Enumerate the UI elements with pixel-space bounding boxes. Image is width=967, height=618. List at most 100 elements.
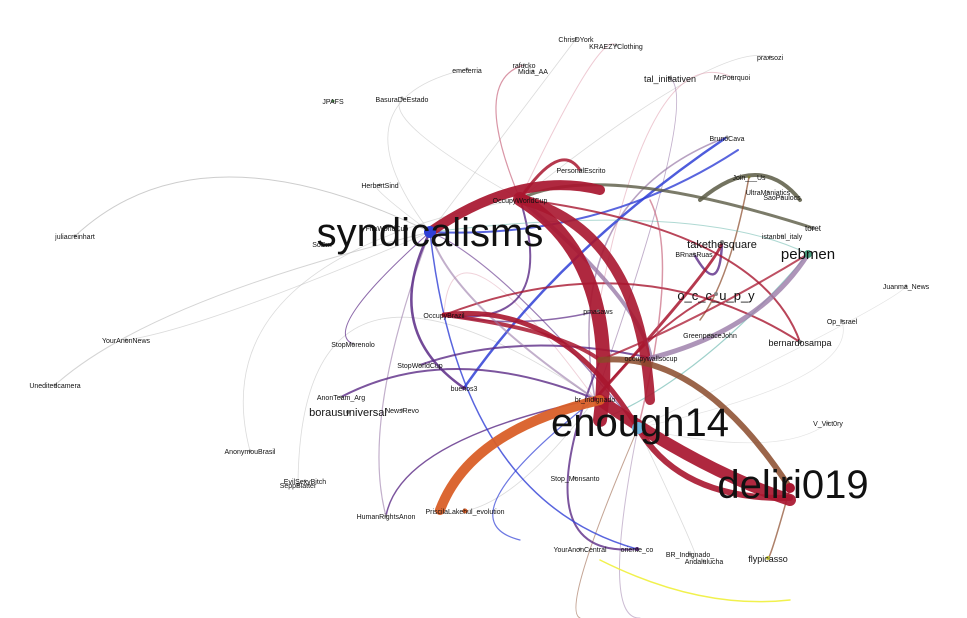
node-label-NewsRevo: NewsRevo: [385, 408, 419, 415]
node-dot-StopWorldCup[interactable]: [418, 363, 422, 367]
node-dot-YourAnonCentral[interactable]: [578, 547, 582, 551]
node-label-juliacreinhart: juliacreinhart: [54, 234, 95, 241]
node-label-BrunoCava: BrunoCava: [709, 136, 744, 143]
node-label-takethesquare: takethesquare: [687, 239, 757, 251]
node-dot-UltraManiatics[interactable]: [766, 190, 770, 194]
edge-9: [637, 320, 844, 429]
node-dot-MrPourquoi[interactable]: [730, 75, 734, 79]
node-dot-oriente_co[interactable]: [635, 547, 639, 551]
node-label-YourAnonNews: YourAnonNews: [102, 338, 150, 345]
node-dot-Juanma_News[interactable]: [904, 284, 908, 288]
node-dot-KRAEZYClothing[interactable]: [614, 43, 618, 47]
node-dot-bernardosampa[interactable]: [798, 340, 802, 344]
node-dot-emeterria[interactable]: [465, 67, 469, 71]
node-dot-JPAFS[interactable]: [331, 99, 335, 103]
node-dot-occupy[interactable]: [714, 292, 718, 296]
node-dot-Join___Us[interactable]: [747, 175, 751, 179]
node-dot-pebmen[interactable]: [804, 250, 812, 258]
node-dot-SaoPaulocs[interactable]: [780, 195, 784, 199]
node-label-pmasaws: pmasaws: [583, 309, 613, 316]
node-dot-V_Vict0ry[interactable]: [826, 421, 830, 425]
node-dot-takethesquare[interactable]: [720, 240, 724, 244]
node-dot-SoDm[interactable]: [320, 242, 324, 246]
node-dot-flypicasso[interactable]: [766, 556, 770, 560]
node-dot-HerbertSind[interactable]: [378, 183, 382, 187]
node-dot-FifaWorldCup[interactable]: [385, 226, 389, 230]
node-label-occupy: o_c_c_u_p_y: [677, 288, 755, 303]
node-dot-Midia_AA[interactable]: [531, 69, 535, 73]
node-dot-juliacreinhart[interactable]: [73, 234, 77, 238]
node-dot-OccupyWorldCup[interactable]: [517, 196, 523, 202]
node-label-enough14: enough14: [551, 401, 729, 445]
node-label-bernardosampa: bernardosampa: [768, 338, 831, 348]
node-dot-PersonalEscrito[interactable]: [579, 168, 583, 172]
node-dot-AnonTeam_Arg[interactable]: [339, 395, 343, 399]
node-dot-deliri019[interactable]: [785, 483, 795, 493]
edge-2: [125, 231, 431, 341]
node-label-OccupyWorldCup: OccupyWorldCup: [493, 198, 548, 205]
edge-23: [464, 398, 596, 512]
edge-50: [442, 313, 602, 362]
node-dot-istanbul_italy[interactable]: [780, 234, 784, 238]
node-dot-NewsRevo[interactable]: [400, 408, 404, 412]
node-dot-praxsozi[interactable]: [768, 55, 772, 59]
node-dot-tal_initiativen[interactable]: [668, 76, 672, 80]
node-dot-BRnasRuas[interactable]: [692, 252, 696, 256]
node-dot-toret[interactable]: [811, 226, 815, 230]
node-dot-occupywallstreet[interactable]: [648, 355, 654, 361]
node-label-Andalulucha: Andalulucha: [685, 559, 724, 566]
node-dot-SeppBlatter[interactable]: [296, 483, 300, 487]
node-label-occupywallstreet: occupywallsocup: [625, 356, 678, 363]
node-dot-ChrisDYork[interactable]: [574, 37, 578, 41]
edge-21: [599, 559, 791, 603]
node-label-StopMorenolo: StopMorenolo: [331, 342, 375, 349]
edge-5: [387, 68, 468, 233]
node-label-PersonalEscrito: PersonalEscrito: [556, 168, 605, 175]
node-label-SaoPaulocs: SaoPaulocs: [763, 195, 801, 202]
node-label-Op_Israel: Op_Israel: [827, 319, 858, 326]
edge-band-2: [515, 194, 655, 405]
edge-layer: [54, 38, 907, 618]
edge-band-4: [635, 425, 793, 502]
node-label-syndicalisms: syndicalisms: [317, 211, 544, 255]
node-dot-BasuraDeEstado[interactable]: [400, 96, 404, 100]
node-dot-Stop_Monsanto[interactable]: [573, 476, 577, 480]
node-dot-buenos3[interactable]: [462, 386, 466, 390]
node-dot-Andalulucha[interactable]: [702, 559, 706, 563]
node-label-EvilSexyBitch: EvilSexyBitch: [284, 479, 327, 486]
node-dot-Priscila[interactable]: [462, 508, 468, 514]
node-dot-Uneditedcamera[interactable]: [53, 383, 57, 387]
edge-46: [593, 240, 724, 401]
node-dot-BrunoCava[interactable]: [725, 135, 729, 139]
edge-41: [699, 176, 750, 321]
node-label-br_indignado: br_indignado: [575, 397, 616, 404]
node-dot-syndicalisms[interactable]: [424, 226, 436, 238]
node-dot-borausuniversal[interactable]: [346, 410, 350, 414]
node-dot-OccupyBrazil[interactable]: [441, 312, 447, 318]
node-dot-pmasaws[interactable]: [596, 309, 600, 313]
node-dot-AnonymouBrasil[interactable]: [248, 449, 252, 453]
node-layer: [53, 37, 908, 563]
edge-1: [54, 231, 431, 386]
node-dot-StopMorenolo[interactable]: [351, 342, 355, 346]
edge-45: [443, 282, 801, 343]
edge-44: [519, 198, 801, 343]
node-label-emeterria: emeterria: [452, 68, 482, 75]
node-dot-GreenpeaceJohn[interactable]: [708, 333, 712, 337]
node-dot-BR_Indignado_[interactable]: [688, 552, 692, 556]
node-dot-enough14[interactable]: [632, 422, 644, 434]
node-label-StopWorldCup: StopWorldCup: [397, 363, 443, 370]
node-label-borausuniversal: borausuniversal: [309, 407, 387, 419]
node-label-SoDm: SoDm: [312, 242, 332, 249]
node-label-HumanRightsAnon: HumanRightsAnon: [357, 514, 416, 521]
node-label-buenos3: buenos3: [451, 386, 478, 393]
node-label-Juanma_News: Juanma_News: [883, 284, 930, 291]
edge-0: [74, 176, 431, 237]
node-dot-EvilSexyBitch[interactable]: [303, 479, 307, 483]
node-dot-br_indignado[interactable]: [593, 397, 597, 401]
node-dot-rafucko[interactable]: [522, 63, 526, 67]
node-dot-Op_Israel[interactable]: [840, 319, 844, 323]
node-dot-HumanRightsAnon[interactable]: [384, 514, 388, 518]
node-dot-YourAnonNews[interactable]: [124, 338, 128, 342]
